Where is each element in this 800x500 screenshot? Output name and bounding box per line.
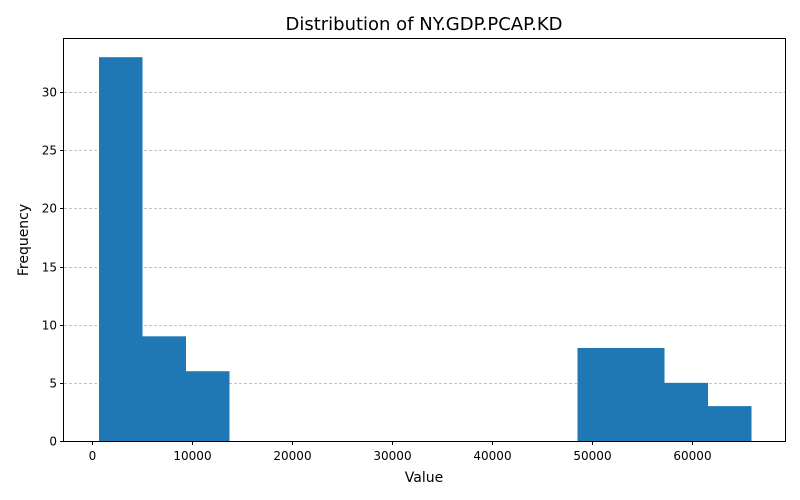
x-tick-label: 30000 bbox=[373, 449, 411, 463]
y-tick-label: 30 bbox=[42, 86, 57, 100]
x-tick-label: 0 bbox=[89, 449, 97, 463]
x-tick-label: 50000 bbox=[573, 449, 611, 463]
plot-frame bbox=[63, 38, 786, 442]
y-axis-ticks: 0 5 10 15 20 25 30 bbox=[42, 86, 64, 449]
histogram-bar bbox=[708, 406, 752, 441]
y-tick-label: 20 bbox=[42, 202, 57, 216]
histogram-bar bbox=[99, 57, 143, 441]
y-tick-label: 25 bbox=[42, 144, 57, 158]
x-tick-label: 40000 bbox=[473, 449, 511, 463]
chart-title: Distribution of NY.GDP.PCAP.KD bbox=[285, 14, 562, 35]
x-tick-label: 10000 bbox=[173, 449, 211, 463]
x-tick-label: 20000 bbox=[273, 449, 311, 463]
histogram-bars bbox=[99, 57, 752, 441]
y-tick-label: 15 bbox=[42, 261, 57, 275]
x-tick-label: 60000 bbox=[673, 449, 711, 463]
y-tick-label: 5 bbox=[49, 377, 57, 391]
histogram-bar bbox=[186, 371, 230, 441]
histogram-bar bbox=[664, 382, 708, 441]
x-axis-label: Value bbox=[405, 470, 443, 486]
y-tick-label: 10 bbox=[42, 319, 57, 333]
y-axis-label: Frequency bbox=[16, 204, 32, 276]
x-axis-ticks: 0 10000 20000 30000 40000 50000 60000 bbox=[89, 441, 712, 463]
histogram-bar bbox=[577, 347, 621, 441]
y-tick-label: 0 bbox=[49, 435, 57, 449]
histogram-bar bbox=[621, 347, 665, 441]
histogram-bar bbox=[142, 336, 186, 441]
